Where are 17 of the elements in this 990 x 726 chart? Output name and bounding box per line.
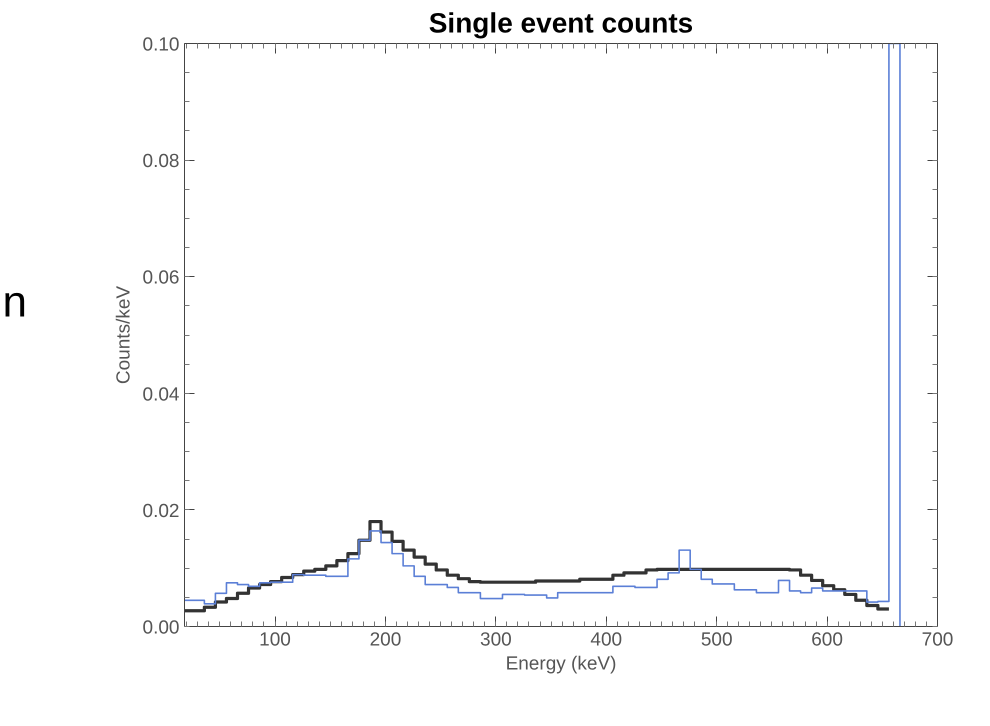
y-tick-label: 0.06	[142, 268, 180, 289]
x-tick-label: 300	[480, 630, 512, 650]
y-tick-label: 0.08	[142, 151, 180, 172]
x-tick-label: 700	[922, 630, 954, 650]
y-tick-label: 0.10	[142, 34, 180, 56]
y-axis-title: Counts/keV	[114, 286, 135, 384]
text: n	[2, 278, 27, 326]
x-tick-label: 400	[590, 630, 622, 650]
y-tick-label: 0.00	[142, 618, 180, 638]
y-tick-label: 0.02	[142, 500, 180, 522]
chart-title: Single event counts	[428, 8, 694, 38]
x-tick-label: 600	[811, 630, 843, 650]
y-tick-label: 0.04	[142, 384, 180, 406]
x-tick-label: 500	[700, 630, 733, 650]
x-axis-title: Energy (keV)	[506, 654, 616, 674]
x-tick-label: 100	[259, 630, 291, 650]
x-tick-label: 200	[370, 630, 402, 650]
